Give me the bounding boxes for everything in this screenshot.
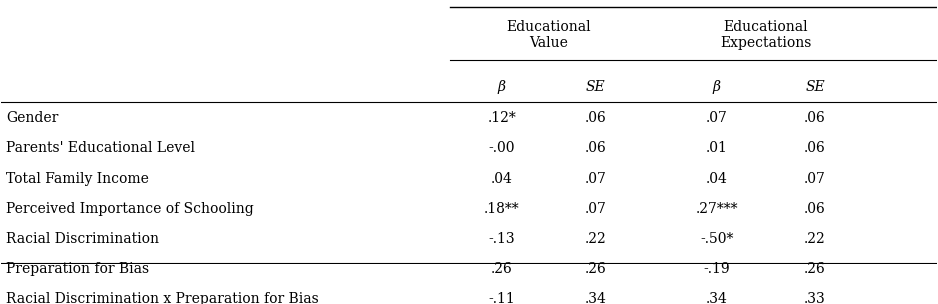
Text: Perceived Importance of Schooling: Perceived Importance of Schooling <box>6 202 254 216</box>
Text: -.11: -.11 <box>489 292 515 304</box>
Text: Racial Discrimination x Preparation for Bias: Racial Discrimination x Preparation for … <box>6 292 319 304</box>
Text: .26: .26 <box>804 262 825 276</box>
Text: SE: SE <box>585 80 605 94</box>
Text: .07: .07 <box>584 202 606 216</box>
Text: -.13: -.13 <box>489 232 515 246</box>
Text: SE: SE <box>805 80 825 94</box>
Text: Educational
Value: Educational Value <box>507 20 591 50</box>
Text: .06: .06 <box>804 111 825 125</box>
Text: Educational
Expectations: Educational Expectations <box>720 20 811 50</box>
Text: Gender: Gender <box>6 111 58 125</box>
Text: .22: .22 <box>804 232 825 246</box>
Text: .06: .06 <box>804 202 825 216</box>
Text: .06: .06 <box>584 111 606 125</box>
Text: .04: .04 <box>491 172 513 186</box>
Text: .34: .34 <box>584 292 606 304</box>
Text: .22: .22 <box>584 232 606 246</box>
Text: .18**: .18** <box>484 202 520 216</box>
Text: .26: .26 <box>491 262 512 276</box>
Text: .34: .34 <box>706 292 728 304</box>
Text: .27***: .27*** <box>696 202 738 216</box>
Text: .12*: .12* <box>488 111 516 125</box>
Text: -.50*: -.50* <box>700 232 734 246</box>
Text: .33: .33 <box>804 292 825 304</box>
Text: β: β <box>498 80 506 94</box>
Text: .04: .04 <box>706 172 728 186</box>
Text: Total Family Income: Total Family Income <box>6 172 149 186</box>
Text: .26: .26 <box>584 262 606 276</box>
Text: .06: .06 <box>804 141 825 155</box>
Text: Preparation for Bias: Preparation for Bias <box>6 262 149 276</box>
Text: Parents' Educational Level: Parents' Educational Level <box>6 141 195 155</box>
Text: -.00: -.00 <box>489 141 515 155</box>
Text: .01: .01 <box>706 141 728 155</box>
Text: β: β <box>713 80 720 94</box>
Text: -.19: -.19 <box>704 262 730 276</box>
Text: .07: .07 <box>804 172 826 186</box>
Text: .07: .07 <box>706 111 728 125</box>
Text: Racial Discrimination: Racial Discrimination <box>6 232 159 246</box>
Text: .06: .06 <box>584 141 606 155</box>
Text: .07: .07 <box>584 172 606 186</box>
